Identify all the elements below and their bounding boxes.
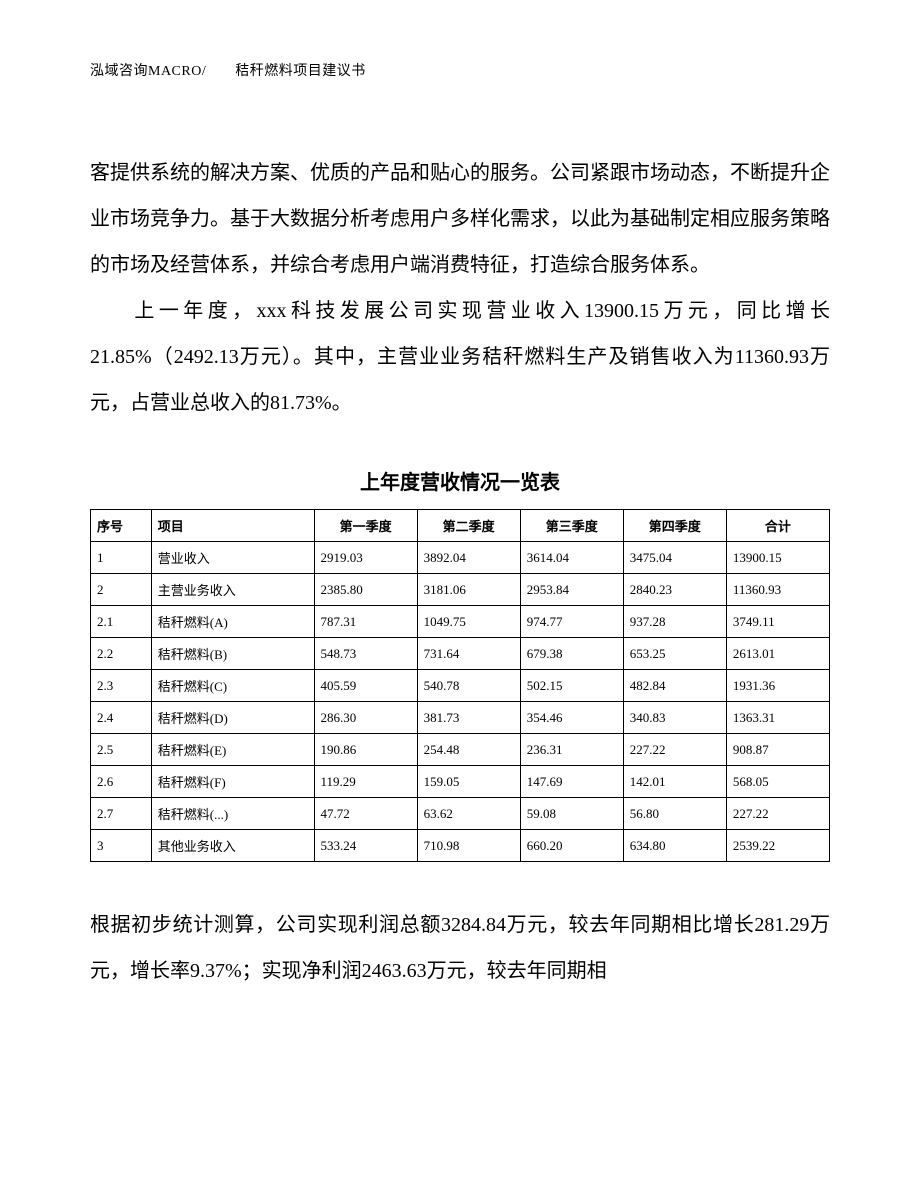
table-cell: 主营业务收入 [151,574,314,606]
table-row: 2.6秸秆燃料(F)119.29159.05147.69142.01568.05 [91,766,830,798]
table-cell: 2385.80 [314,574,417,606]
table-cell: 秸秆燃料(C) [151,670,314,702]
paragraph-2: 上一年度，xxx科技发展公司实现营业收入13900.15万元，同比增长21.85… [90,300,830,414]
paragraph-3-wrap: 根据初步统计测算，公司实现利润总额3284.84万元，较去年同期相比增长281.… [90,902,830,994]
table-cell: 787.31 [314,606,417,638]
body-paragraphs: 客提供系统的解决方案、优质的产品和贴心的服务。公司紧跟市场动态，不断提升企业市场… [90,150,830,426]
table-cell: 3181.06 [417,574,520,606]
col-header-seq: 序号 [91,510,152,542]
table-row: 1营业收入2919.033892.043614.043475.0413900.1… [91,542,830,574]
table-row: 2.2秸秆燃料(B)548.73731.64679.38653.252613.0… [91,638,830,670]
table-cell: 2.3 [91,670,152,702]
table-cell: 3475.04 [623,542,726,574]
table-cell: 653.25 [623,638,726,670]
table-cell: 236.31 [520,734,623,766]
table-header-row: 序号 项目 第一季度 第二季度 第三季度 第四季度 合计 [91,510,830,542]
table-cell: 540.78 [417,670,520,702]
table-cell: 13900.15 [726,542,829,574]
table-cell: 254.48 [417,734,520,766]
paragraph-3: 根据初步统计测算，公司实现利润总额3284.84万元，较去年同期相比增长281.… [90,914,830,982]
table-cell: 227.22 [623,734,726,766]
table-cell: 660.20 [520,830,623,862]
table-cell: 2.2 [91,638,152,670]
table-cell: 其他业务收入 [151,830,314,862]
table-cell: 59.08 [520,798,623,830]
table-cell: 679.38 [520,638,623,670]
table-cell: 533.24 [314,830,417,862]
table-row: 2.7秸秆燃料(...)47.7263.6259.0856.80227.22 [91,798,830,830]
paragraph-1: 客提供系统的解决方案、优质的产品和贴心的服务。公司紧跟市场动态，不断提升企业市场… [90,162,830,276]
col-header-q1: 第一季度 [314,510,417,542]
table-cell: 秸秆燃料(...) [151,798,314,830]
table-cell: 634.80 [623,830,726,862]
table-cell: 56.80 [623,798,726,830]
table-cell: 974.77 [520,606,623,638]
table-cell: 2.1 [91,606,152,638]
table-cell: 482.84 [623,670,726,702]
table-cell: 190.86 [314,734,417,766]
col-header-q3: 第三季度 [520,510,623,542]
table-cell: 159.05 [417,766,520,798]
table-row: 2.1秸秆燃料(A)787.311049.75974.77937.283749.… [91,606,830,638]
table-row: 2主营业务收入2385.803181.062953.842840.2311360… [91,574,830,606]
table-cell: 47.72 [314,798,417,830]
table-row: 2.5秸秆燃料(E)190.86254.48236.31227.22908.87 [91,734,830,766]
col-header-item: 项目 [151,510,314,542]
table-cell: 381.73 [417,702,520,734]
table-cell: 营业收入 [151,542,314,574]
table-cell: 147.69 [520,766,623,798]
table-cell: 2.4 [91,702,152,734]
table-cell: 340.83 [623,702,726,734]
col-header-q2: 第二季度 [417,510,520,542]
table-cell: 3892.04 [417,542,520,574]
document-page: 泓域咨询MACRO/ 秸秆燃料项目建议书 客提供系统的解决方案、优质的产品和贴心… [0,0,920,1054]
table-cell: 937.28 [623,606,726,638]
table-cell: 2.7 [91,798,152,830]
col-header-q4: 第四季度 [623,510,726,542]
table-cell: 1 [91,542,152,574]
table-cell: 568.05 [726,766,829,798]
table-cell: 908.87 [726,734,829,766]
table-cell: 1931.36 [726,670,829,702]
revenue-table: 序号 项目 第一季度 第二季度 第三季度 第四季度 合计 1营业收入2919.0… [90,509,830,862]
table-cell: 142.01 [623,766,726,798]
table-cell: 1049.75 [417,606,520,638]
table-cell: 710.98 [417,830,520,862]
table-title: 上年度营收情况一览表 [90,466,830,495]
table-cell: 286.30 [314,702,417,734]
table-row: 2.3秸秆燃料(C)405.59540.78502.15482.841931.3… [91,670,830,702]
table-cell: 2 [91,574,152,606]
table-cell: 秸秆燃料(D) [151,702,314,734]
table-cell: 3 [91,830,152,862]
table-cell: 502.15 [520,670,623,702]
table-cell: 2.5 [91,734,152,766]
table-body: 1营业收入2919.033892.043614.043475.0413900.1… [91,542,830,862]
table-cell: 1363.31 [726,702,829,734]
table-cell: 731.64 [417,638,520,670]
table-cell: 2953.84 [520,574,623,606]
table-row: 3其他业务收入533.24710.98660.20634.802539.22 [91,830,830,862]
table-cell: 2539.22 [726,830,829,862]
table-cell: 秸秆燃料(F) [151,766,314,798]
table-cell: 秸秆燃料(A) [151,606,314,638]
table-cell: 秸秆燃料(E) [151,734,314,766]
table-row: 2.4秸秆燃料(D)286.30381.73354.46340.831363.3… [91,702,830,734]
table-cell: 2613.01 [726,638,829,670]
table-cell: 3614.04 [520,542,623,574]
table-cell: 405.59 [314,670,417,702]
table-cell: 548.73 [314,638,417,670]
table-cell: 2840.23 [623,574,726,606]
table-cell: 11360.93 [726,574,829,606]
table-cell: 354.46 [520,702,623,734]
table-cell: 119.29 [314,766,417,798]
col-header-total: 合计 [726,510,829,542]
table-cell: 2919.03 [314,542,417,574]
table-cell: 3749.11 [726,606,829,638]
table-cell: 2.6 [91,766,152,798]
page-header: 泓域咨询MACRO/ 秸秆燃料项目建议书 [90,60,830,80]
table-cell: 227.22 [726,798,829,830]
table-cell: 63.62 [417,798,520,830]
table-cell: 秸秆燃料(B) [151,638,314,670]
